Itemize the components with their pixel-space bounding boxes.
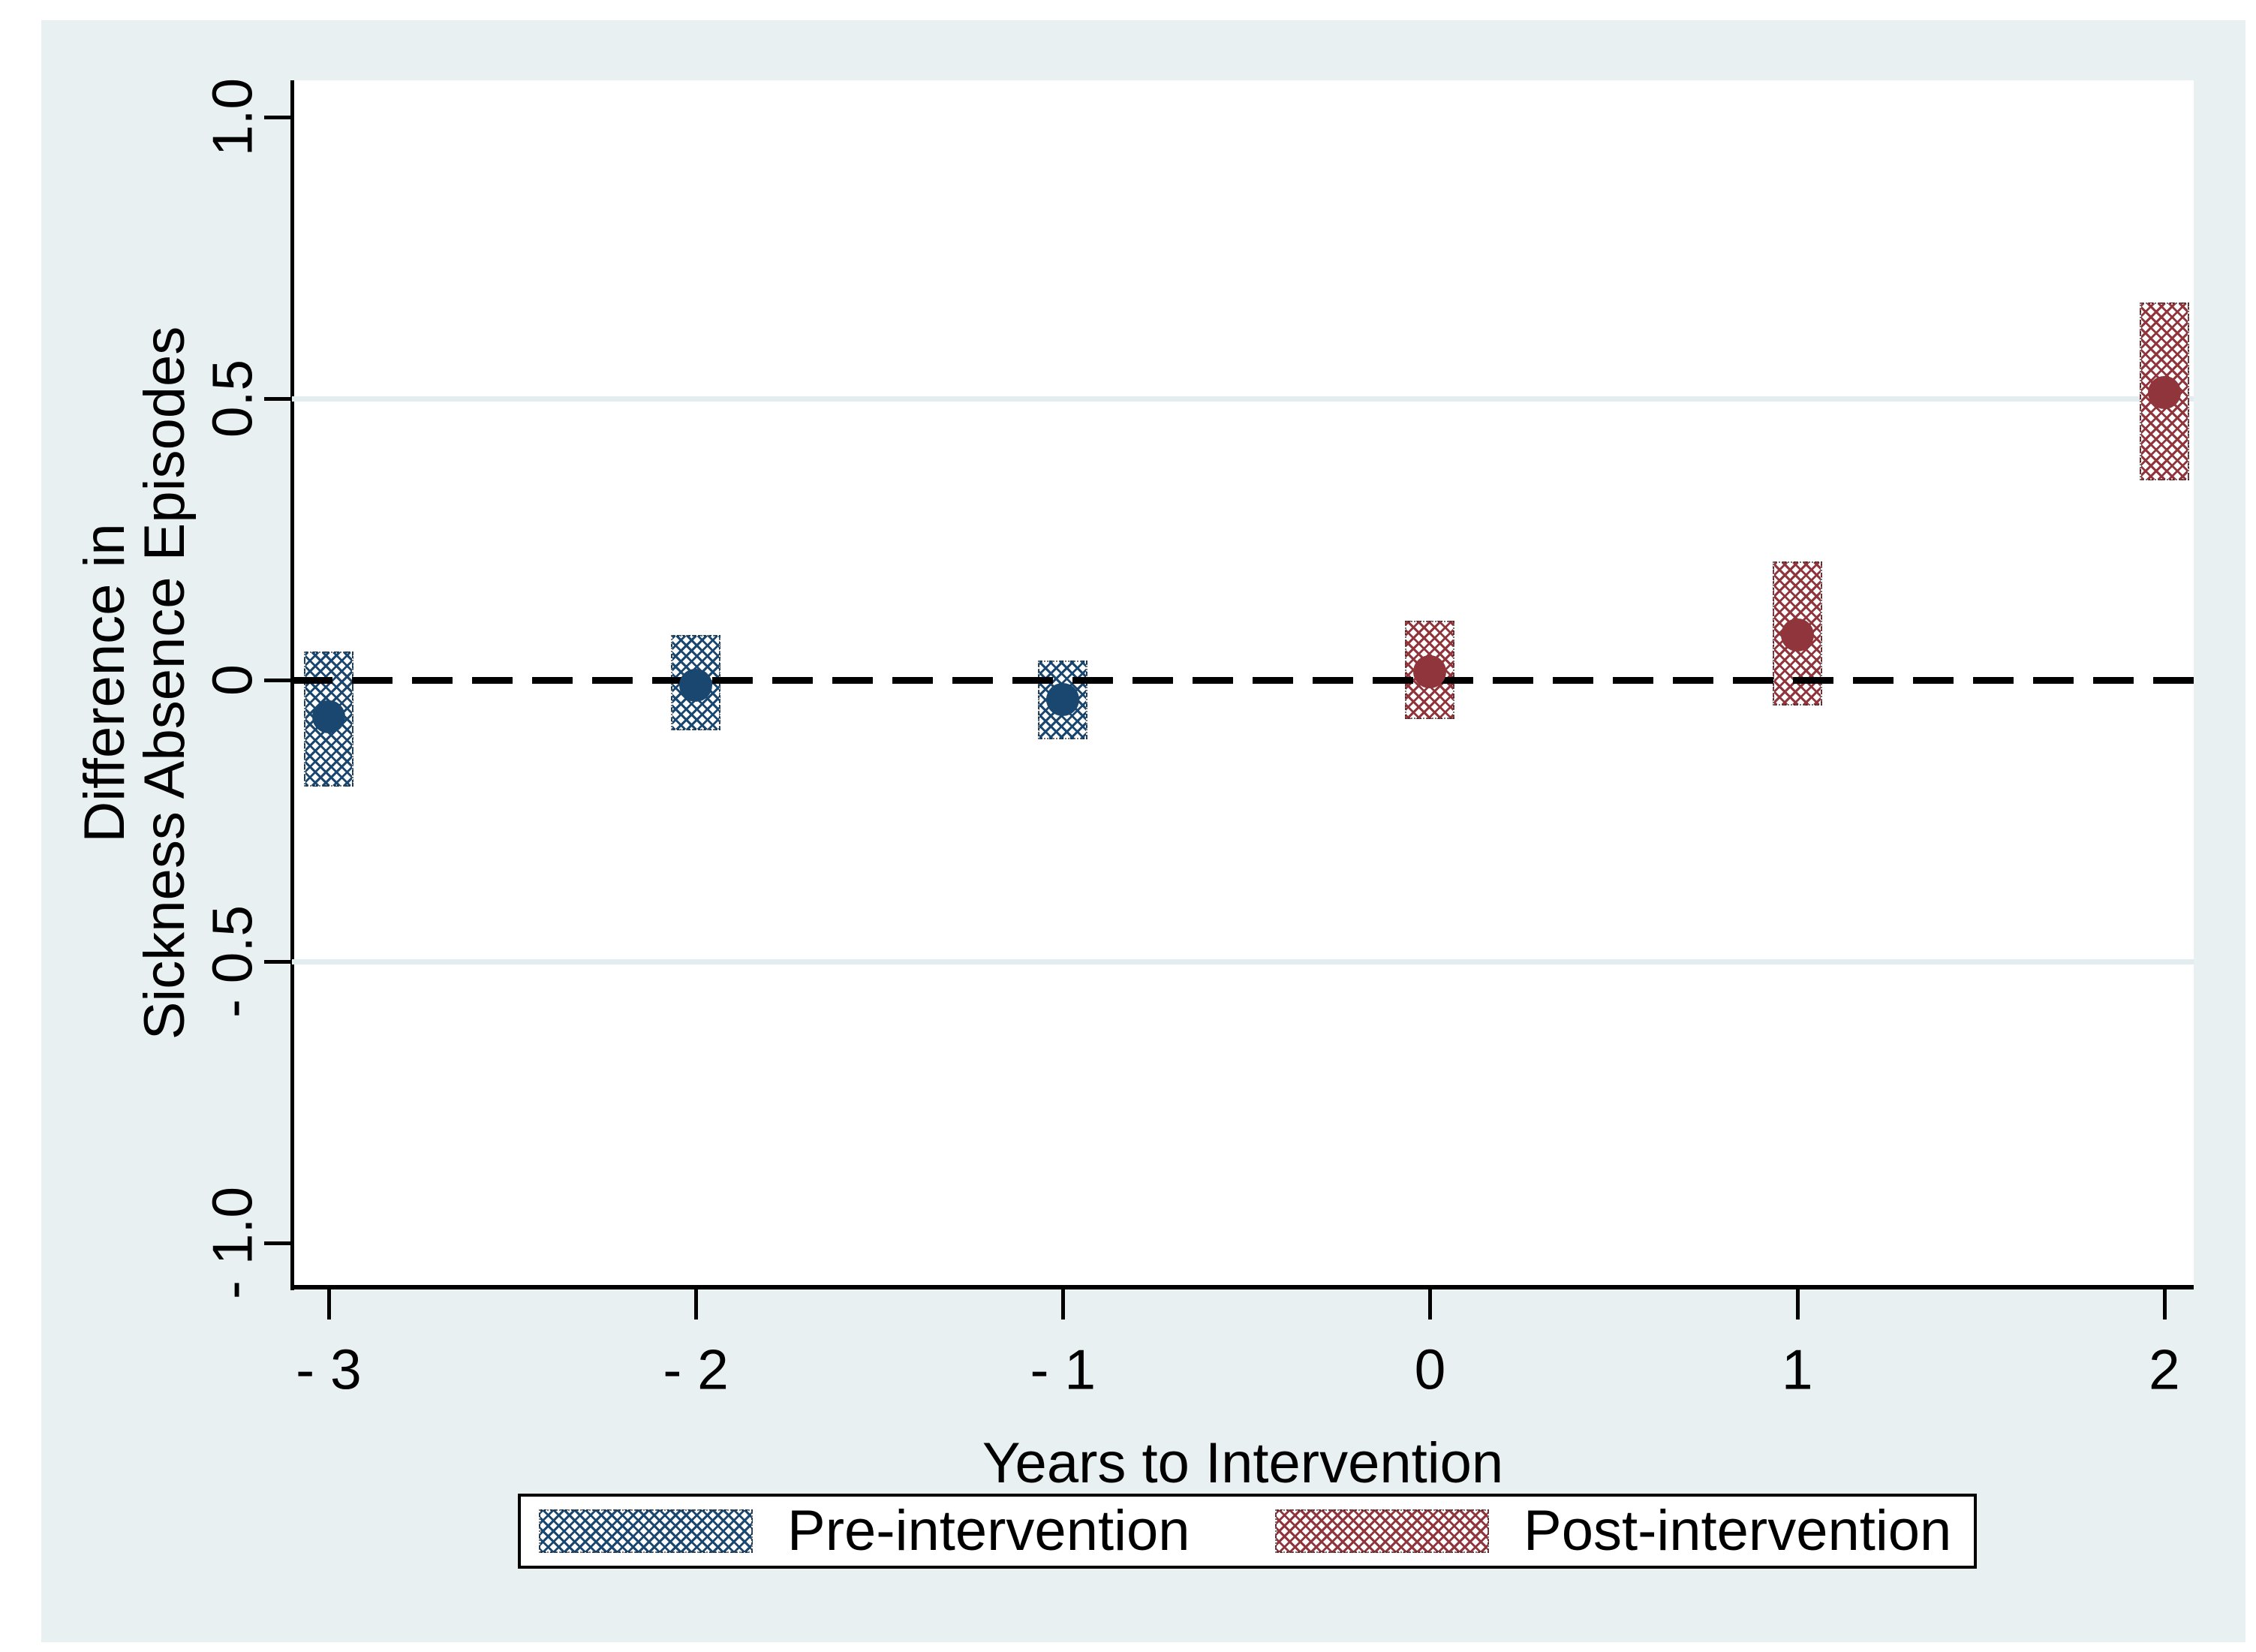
point-estimate-x-1 [1046,683,1080,716]
gridline-y-0.5 [292,396,2194,402]
x-tick-0 [1428,1288,1433,1319]
x-tick-- 2 [694,1288,699,1319]
x-tick-1 [1795,1288,1800,1319]
y-tick-0 [264,678,292,682]
y-tick-1.0 [264,115,292,119]
point-estimate-x0 [1413,654,1447,688]
zero-reference-line [292,676,2194,684]
y-tick-0.5 [264,396,292,401]
x-tick-label-- 1: - 1 [1030,1338,1096,1401]
x-tick-label-0: 0 [1414,1338,1446,1401]
y-axis-title-line2: Sickness Absence Episodes [133,326,197,1040]
y-tick-- 1.0 [264,1241,292,1245]
x-tick-- 1 [1061,1288,1066,1319]
y-tick-label-- 1.0: - 1.0 [200,1186,264,1299]
x-tick-label-1: 1 [1781,1338,1813,1401]
legend-label-post-intervention: Post-intervention [1524,1499,1952,1563]
y-axis-line [290,80,294,1290]
y-tick-label-- 0.5: - 0.5 [200,904,264,1018]
x-axis-title: Years to Intervention [982,1431,1504,1495]
x-tick-label-2: 2 [2149,1338,2180,1401]
x-tick-label-- 2: - 2 [663,1338,729,1401]
x-tick-label-- 3: - 3 [296,1338,362,1401]
point-estimate-x-2 [679,669,713,703]
y-tick-label-1.0: 1.0 [200,77,264,156]
x-axis-line [290,1285,2194,1289]
gridline-y--0.5 [292,958,2194,964]
point-estimate-x2 [2147,376,2181,410]
post-intervention-swatch-icon [1275,1509,1489,1553]
legend: Pre-intervention Post-intervention [518,1494,1977,1569]
y-axis-title-line1: Difference in [73,523,137,843]
x-tick-- 3 [326,1288,331,1319]
pre-intervention-swatch-icon [539,1509,753,1553]
y-tick-label-0: 0 [200,664,264,696]
y-tick-label-0.5: 0.5 [200,359,264,438]
legend-entry-post-intervention: Post-intervention [1275,1497,1951,1566]
point-estimate-x1 [1780,618,1814,651]
y-tick-- 0.5 [264,959,292,964]
point-estimate-x-3 [311,700,345,733]
legend-entry-pre-intervention: Pre-intervention [539,1497,1190,1566]
y-axis-title: Difference in Sickness Absence Episodes [73,326,197,1040]
x-tick-2 [2162,1288,2167,1319]
legend-label-pre-intervention: Pre-intervention [787,1499,1190,1563]
